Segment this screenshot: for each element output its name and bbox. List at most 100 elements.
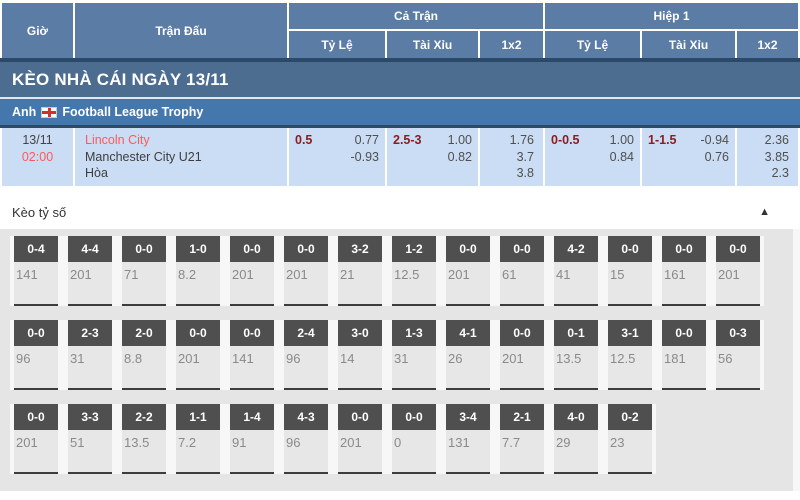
odds-value[interactable]: -0.93	[350, 149, 380, 164]
score-label: 0-0	[392, 403, 436, 430]
odds-value[interactable]: 0.76	[704, 149, 729, 164]
score-cell[interactable]: 1-2 12.5	[392, 235, 436, 306]
score-cell[interactable]: 0-0 201	[176, 319, 220, 390]
score-cell[interactable]: 2-1 7.7	[500, 403, 544, 474]
score-cell[interactable]: 0-0 0	[392, 403, 436, 474]
half-handicap-cell[interactable]: 0-0.5 1.00 0.84	[545, 128, 640, 186]
england-flag-icon	[41, 106, 58, 118]
score-odds-value: 201	[502, 350, 524, 366]
half-handicap-line: 0-0.5	[551, 133, 580, 147]
score-cell[interactable]: 3-0 14	[338, 319, 382, 390]
odds-value[interactable]: -0.94	[700, 133, 730, 147]
score-cell[interactable]: 0-0 201	[500, 319, 544, 390]
score-label: 0-2	[608, 403, 652, 430]
half-over-under-cell[interactable]: 1-1.5 -0.94 0.76	[642, 128, 735, 186]
score-cell[interactable]: 0-0 71	[122, 235, 166, 306]
score-cell[interactable]: 4-0 29	[554, 403, 598, 474]
score-cell[interactable]: 3-1 12.5	[608, 319, 652, 390]
score-cell[interactable]: 1-0 8.2	[176, 235, 220, 306]
odds-value[interactable]: 2.36	[764, 133, 789, 147]
score-cell[interactable]: 2-4 96	[284, 319, 328, 390]
score-cell[interactable]: 1-4 91	[230, 403, 274, 474]
score-odds-value: 96	[286, 350, 301, 366]
score-cell[interactable]: 4-2 41	[554, 235, 598, 306]
score-cell[interactable]: 3-2 21	[338, 235, 382, 306]
score-cell[interactable]: 0-0 61	[500, 235, 544, 306]
half-1x2-cell[interactable]: 2.36 3.85 2.3	[737, 128, 798, 186]
score-cell[interactable]: 1-1 7.2	[176, 403, 220, 474]
score-label: 0-0	[14, 319, 58, 346]
score-row: 0-0 201 3-3 51 2-2 13.5 1-1 7.2 1-4 91 4-3 96 0-0 201…	[10, 403, 656, 474]
score-cell[interactable]: 1-3 31	[392, 319, 436, 390]
score-label: 3-4	[446, 403, 490, 430]
divider	[0, 58, 800, 62]
full-over-under-cell[interactable]: 2.5-3 1.00 0.82	[387, 128, 478, 186]
odds-value[interactable]: 0.77	[354, 133, 379, 147]
score-cell[interactable]: 0-4 141	[14, 235, 58, 306]
header-full-over-under: Tài Xỉu	[387, 31, 478, 58]
score-label: 1-2	[392, 235, 436, 262]
collapse-triangle-icon[interactable]: ▲	[759, 206, 770, 218]
score-label: 1-1	[176, 403, 220, 430]
score-cell[interactable]: 2-2 13.5	[122, 403, 166, 474]
score-cell[interactable]: 0-0 15	[608, 235, 652, 306]
score-label: 0-0	[662, 235, 706, 262]
away-team[interactable]: Manchester City U21	[85, 149, 202, 164]
score-row: 0-0 96 2-3 31 2-0 8.8 0-0 201 0-0 141 2-4 96 3-0 14 1-…	[10, 319, 764, 390]
score-odds-value: 0	[394, 434, 402, 450]
header-full-1x2: 1x2	[480, 31, 543, 58]
match-teams-cell[interactable]: Lincoln City Manchester City U21 Hòa	[75, 128, 287, 186]
score-cell[interactable]: 0-0 201	[716, 235, 760, 306]
score-cell[interactable]: 0-0 201	[230, 235, 274, 306]
score-odds-value: 13.5	[124, 434, 150, 450]
score-cell[interactable]: 0-0 201	[14, 403, 58, 474]
score-odds-value: 96	[286, 434, 301, 450]
score-cell[interactable]: 0-0 201	[284, 235, 328, 306]
odds-value[interactable]: 3.8	[516, 166, 534, 180]
league-banner[interactable]: Anh Football League Trophy	[0, 99, 800, 125]
home-team[interactable]: Lincoln City	[85, 133, 150, 147]
score-odds-value: 131	[448, 434, 470, 450]
score-cell[interactable]: 4-1 26	[446, 319, 490, 390]
half-over-under-odds: -0.94 0.76	[701, 132, 730, 182]
odds-value[interactable]: 1.00	[609, 133, 634, 147]
score-cell[interactable]: 4-3 96	[284, 403, 328, 474]
score-odds-value: 29	[556, 434, 571, 450]
odds-value[interactable]: 3.7	[516, 149, 534, 164]
score-cell[interactable]: 0-0 96	[14, 319, 58, 390]
score-cell[interactable]: 0-0 141	[230, 319, 274, 390]
score-cell[interactable]: 3-4 131	[446, 403, 490, 474]
full-handicap-cell[interactable]: 0.5 0.77 -0.93	[289, 128, 385, 186]
draw-label[interactable]: Hòa	[85, 166, 108, 180]
score-odds-value: 201	[178, 350, 200, 366]
score-cell[interactable]: 0-2 23	[608, 403, 652, 474]
odds-value[interactable]: 1.00	[447, 133, 472, 147]
score-cell[interactable]: 0-0 201	[338, 403, 382, 474]
score-cell[interactable]: 0-3 56	[716, 319, 760, 390]
odds-value[interactable]: 2.3	[771, 166, 789, 180]
odds-value[interactable]: 1.76	[509, 133, 534, 147]
day-banner: KÈO NHÀ CÁI NGÀY 13/11	[0, 62, 800, 97]
score-label: 2-2	[122, 403, 166, 430]
score-cell[interactable]: 3-3 51	[68, 403, 112, 474]
score-cell[interactable]: 2-3 31	[68, 319, 112, 390]
score-cell[interactable]: 2-0 8.8	[122, 319, 166, 390]
score-cell[interactable]: 0-1 13.5	[554, 319, 598, 390]
score-cell[interactable]: 4-4 201	[68, 235, 112, 306]
score-cell[interactable]: 0-0 161	[662, 235, 706, 306]
score-rows: 0-4 141 4-4 201 0-0 71 1-0 8.2 0-0 201 0-0 201 3-2 21…	[10, 235, 793, 474]
score-odds-value: 12.5	[610, 350, 636, 366]
score-odds-value: 201	[70, 266, 92, 282]
score-odds-value: 8.2	[178, 266, 197, 282]
header-half-over-under: Tài Xỉu	[642, 31, 735, 58]
score-odds-value: 61	[502, 266, 517, 282]
full-1x2-cell[interactable]: 1.76 3.7 3.8	[480, 128, 543, 186]
half-handicap-odds: 1.00 0.84	[610, 132, 634, 182]
odds-value[interactable]: 0.84	[609, 149, 634, 164]
odds-value[interactable]: 3.85	[764, 149, 789, 164]
score-cell[interactable]: 0-0 181	[662, 319, 706, 390]
score-odds-value: 201	[286, 266, 308, 282]
score-cell[interactable]: 0-0 201	[446, 235, 490, 306]
odds-value[interactable]: 0.82	[447, 149, 472, 164]
score-odds-value: 31	[394, 350, 409, 366]
